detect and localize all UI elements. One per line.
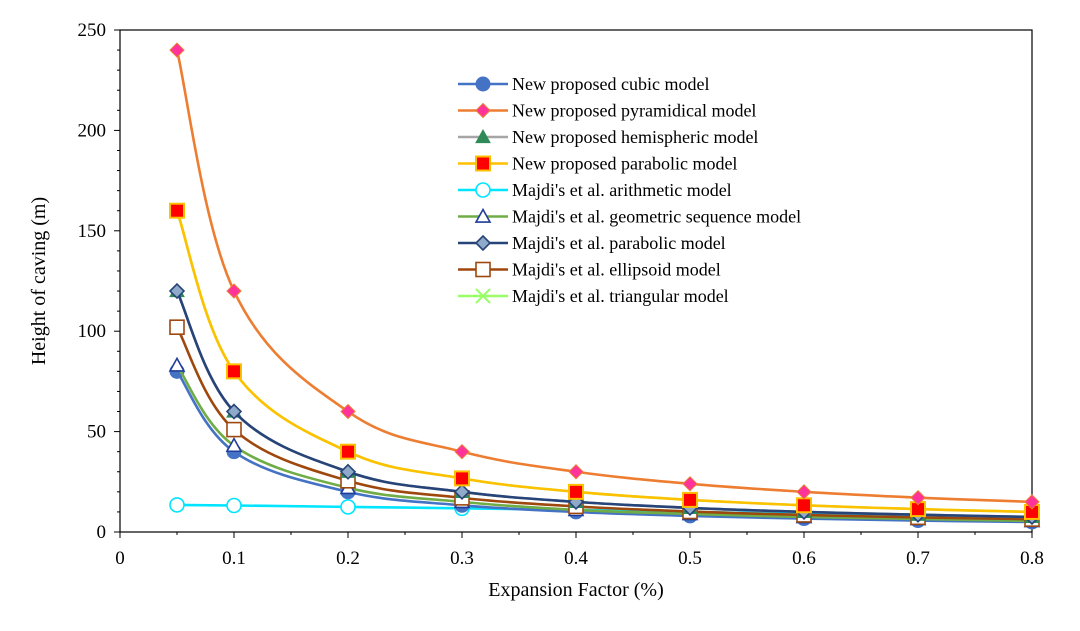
legend-marker bbox=[475, 261, 491, 278]
x-tick-label: 0.8 bbox=[1020, 548, 1044, 569]
legend-label: New proposed hemispheric model bbox=[512, 127, 758, 147]
legend-item: Majdi's et al. arithmetic model bbox=[458, 180, 732, 200]
x-tick-label: 0.4 bbox=[564, 548, 588, 569]
legend-item: New proposed parabolic model bbox=[458, 154, 737, 174]
data-point bbox=[226, 283, 242, 299]
legend-item: Majdi's et al. ellipsoid model bbox=[458, 260, 721, 280]
x-tick-label: 0.2 bbox=[336, 548, 360, 569]
legend-item: Majdi's et al. parabolic model bbox=[458, 233, 726, 253]
y-tick-label: 150 bbox=[78, 221, 107, 242]
data-point bbox=[226, 363, 242, 380]
data-point bbox=[1024, 494, 1040, 510]
data-point bbox=[226, 497, 242, 514]
data-point bbox=[169, 202, 185, 219]
legend-marker bbox=[475, 288, 491, 304]
legend-marker bbox=[474, 234, 492, 252]
legend-label: Majdi's et al. parabolic model bbox=[512, 233, 726, 253]
legend-label: New proposed parabolic model bbox=[512, 154, 737, 174]
series-6 bbox=[168, 356, 1041, 528]
legend-marker bbox=[475, 128, 491, 144]
series-line bbox=[175, 326, 1033, 521]
y-tick-label: 200 bbox=[78, 120, 107, 141]
legend-item: New proposed pyramidical model bbox=[458, 101, 756, 121]
data-point bbox=[168, 282, 186, 300]
series-line bbox=[175, 290, 1033, 519]
legend-marker bbox=[475, 102, 491, 119]
data-point bbox=[910, 489, 926, 506]
legend-item: New proposed hemispheric model bbox=[458, 127, 758, 147]
legend-label: Majdi's et al. geometric sequence model bbox=[512, 207, 801, 227]
y-tick-label: 100 bbox=[78, 321, 107, 342]
x-tick-label: 0.1 bbox=[222, 548, 246, 569]
legend-label: New proposed cubic model bbox=[512, 74, 709, 94]
y-axis-title: Height of caving (m) bbox=[28, 197, 50, 365]
data-point bbox=[340, 403, 356, 420]
data-point bbox=[169, 497, 185, 513]
legend-marker bbox=[475, 155, 491, 172]
data-point bbox=[340, 443, 356, 460]
data-point bbox=[168, 356, 186, 372]
data-point bbox=[225, 403, 243, 420]
data-point bbox=[340, 499, 356, 515]
data-point bbox=[453, 483, 471, 500]
data-point bbox=[225, 437, 243, 453]
series-line bbox=[175, 210, 1033, 514]
series-line bbox=[175, 290, 1033, 519]
series-4 bbox=[169, 202, 1040, 520]
data-point bbox=[568, 483, 584, 500]
data-point bbox=[226, 421, 242, 438]
series-2 bbox=[169, 42, 1040, 510]
data-point bbox=[682, 476, 698, 492]
legend-marker bbox=[475, 182, 491, 198]
data-point bbox=[568, 464, 584, 480]
series-line bbox=[175, 370, 1033, 524]
data-point bbox=[454, 470, 470, 487]
y-tick-label: 0 bbox=[97, 522, 107, 543]
legend-item: New proposed cubic model bbox=[458, 74, 709, 94]
y-tick-label: 250 bbox=[78, 20, 107, 41]
data-point bbox=[796, 484, 812, 500]
legend-marker bbox=[475, 76, 491, 92]
legend-label: New proposed pyramidical model bbox=[512, 101, 756, 121]
x-tick-label: 0 bbox=[115, 548, 125, 569]
axes: 0 0.1 0.2 0.3 0.4 0.5 0.6 0.7 0.8 0 50 100 150 200 250 bbox=[78, 20, 1044, 569]
x-tick-label: 0.5 bbox=[678, 548, 702, 569]
data-point bbox=[682, 491, 698, 508]
series-group bbox=[168, 42, 1041, 530]
series-7 bbox=[168, 282, 1041, 526]
legend: New proposed cubic model New proposed pyr… bbox=[458, 74, 801, 306]
y-tick-label: 50 bbox=[87, 422, 106, 443]
x-tick-label: 0.6 bbox=[792, 548, 816, 569]
legend-item: Majdi's et al. geometric sequence model bbox=[458, 207, 801, 227]
series-3 bbox=[169, 283, 1040, 524]
legend-label: Majdi's et al. arithmetic model bbox=[512, 180, 732, 200]
x-tick-label: 0.3 bbox=[450, 548, 474, 569]
x-axis-title: Expansion Factor (%) bbox=[488, 579, 664, 601]
data-point bbox=[169, 42, 185, 58]
legend-label: Majdi's et al. triangular model bbox=[512, 286, 729, 306]
x-tick-label: 0.7 bbox=[906, 548, 930, 569]
legend-marker bbox=[474, 207, 492, 223]
data-point bbox=[169, 319, 185, 335]
data-point bbox=[339, 463, 357, 480]
data-point bbox=[454, 443, 470, 460]
data-point bbox=[796, 497, 812, 514]
legend-item: Majdi's et al. triangular model bbox=[458, 286, 729, 306]
legend-label: Majdi's et al. ellipsoid model bbox=[512, 260, 721, 280]
